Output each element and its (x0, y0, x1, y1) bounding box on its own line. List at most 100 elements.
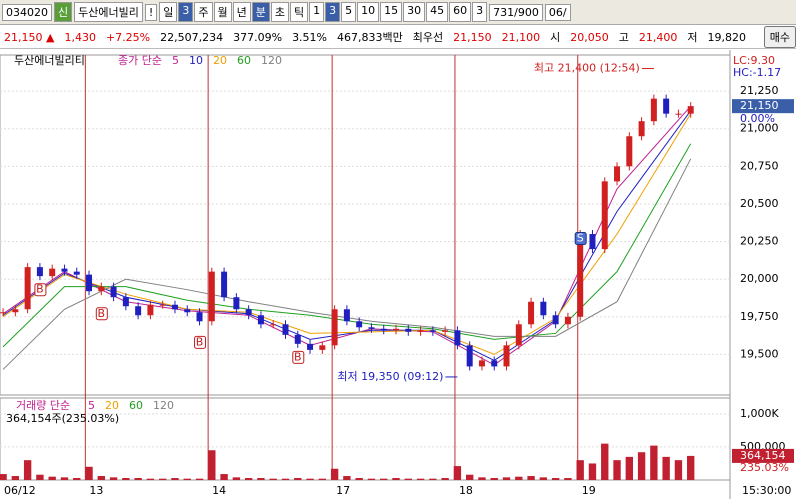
signal-label: S (577, 232, 584, 245)
volume-bar (195, 478, 204, 480)
period-button[interactable]: 초 (270, 2, 290, 22)
candle (184, 309, 191, 313)
volume-bar (281, 478, 290, 480)
candle (393, 328, 400, 331)
volume-bar (330, 468, 339, 480)
candle (73, 271, 80, 275)
legend-item: 120 (153, 399, 174, 412)
legend-item: 5 (172, 54, 179, 67)
volume-bar (109, 477, 118, 480)
info-item: 시 (550, 31, 561, 44)
y-tick-label: 21,250 (740, 84, 779, 97)
period-button[interactable]: 1 (309, 2, 325, 22)
ma-line (2, 158, 692, 370)
period-button[interactable]: 틱 (290, 2, 309, 22)
code-input[interactable]: 034020 (2, 3, 52, 21)
volume-bar (122, 478, 130, 480)
candle (294, 334, 301, 344)
info-item: 19,820 (707, 30, 747, 44)
volume-legend-title: 거래량 단순 (16, 399, 70, 412)
period-button[interactable]: 60 (449, 2, 472, 22)
candle (638, 121, 645, 137)
y-tick-label: 19,500 (740, 347, 779, 360)
candle (601, 181, 608, 250)
period-button[interactable]: 3 (178, 2, 194, 22)
candle (49, 268, 56, 277)
period-select[interactable]: 3 (472, 2, 488, 22)
candle (577, 234, 584, 317)
x-tick-label: 14 (212, 484, 226, 497)
candle (368, 327, 375, 329)
info-item: 최우선 (412, 31, 444, 44)
candle (331, 309, 338, 346)
info-item: 3.51% (292, 30, 328, 44)
legend-title: 종가 단순 (118, 54, 162, 67)
candle (466, 345, 473, 367)
y-tick-label: 20,000 (740, 272, 779, 285)
volume-subtitle: 364,154주(235.03%) (6, 412, 119, 425)
candle (208, 271, 215, 322)
candle (171, 304, 178, 310)
volume-bar (551, 478, 560, 480)
volume-bar (294, 478, 302, 480)
period-button[interactable]: 15 (380, 2, 403, 22)
candle (491, 360, 498, 367)
candle (0, 312, 7, 314)
period-button[interactable]: 30 (403, 2, 426, 22)
volume-bar (269, 478, 277, 480)
period-button[interactable]: 3 (325, 2, 341, 22)
y-tick-label: 20,500 (740, 197, 779, 210)
period-button[interactable]: 월 (213, 2, 232, 22)
volume-bar (60, 477, 69, 480)
period-button[interactable]: 분 (251, 2, 270, 22)
period-button[interactable]: 주 (194, 2, 213, 22)
period-buttons: 일 3 주 월 년 분 초 틱 1 3 5 10 15 30 45 60 3 (159, 2, 488, 22)
candle (307, 343, 314, 350)
rate-label: 0.00% (740, 112, 775, 125)
period-button[interactable]: 년 (232, 2, 251, 22)
volume-bar (576, 460, 584, 480)
legend-item: 20 (105, 399, 119, 412)
y-tick-label: 1,000K (740, 407, 779, 420)
price-panel (0, 54, 731, 396)
y-tick-label: 21,000 (740, 122, 779, 135)
alert[interactable]: ! (144, 3, 158, 21)
period-button[interactable]: 10 (357, 2, 380, 22)
volume-bar (146, 478, 155, 480)
toolbar: 034020 신 두산에너빌리 ! 일 3 주 월 년 분 초 틱 1 3 5 10 15 30 45 60 3… (0, 0, 796, 25)
candle (626, 136, 633, 167)
period-button[interactable]: 45 (426, 2, 449, 22)
candle (221, 271, 228, 298)
info-item: 21,100 (501, 30, 541, 44)
volume-bar (392, 478, 400, 480)
volume-bar (0, 474, 7, 480)
volume-bar (306, 478, 314, 480)
period-button[interactable]: 5 (341, 2, 357, 22)
volume-bar (159, 478, 167, 480)
candle (552, 315, 559, 325)
buy-button[interactable]: 매수 (763, 26, 796, 48)
volume-bar (85, 466, 93, 480)
stock-name[interactable]: 두산에너빌리 (74, 2, 143, 22)
date[interactable]: 06/ (544, 3, 571, 21)
candle (564, 316, 571, 325)
volume-bar (343, 476, 351, 480)
volume-bar (367, 478, 376, 480)
candle (589, 234, 596, 250)
volume-bar (208, 450, 216, 480)
info-item: 21,400 (638, 30, 678, 44)
signal-label: B (98, 307, 106, 320)
volume-bar (416, 478, 425, 480)
y-tick-label: 20,250 (740, 235, 779, 248)
x-tick-label: 19 (582, 484, 596, 497)
last-volume-box (732, 448, 794, 463)
volume-bar (429, 478, 437, 480)
info-item: 21,150 ▲ (4, 30, 55, 44)
volume-bar (674, 460, 683, 480)
x-tick-label: 06/12 (4, 484, 36, 497)
period-button[interactable]: 일 (159, 2, 178, 22)
candle (650, 98, 657, 122)
x-tick-label: 13 (89, 484, 103, 497)
count: 731/900 (489, 3, 543, 21)
volume-bar (441, 478, 449, 480)
